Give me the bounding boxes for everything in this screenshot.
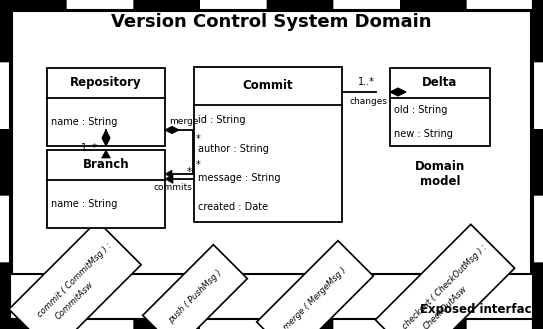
Text: Repository: Repository (70, 76, 142, 89)
Polygon shape (390, 88, 406, 96)
Text: commits: commits (153, 184, 192, 192)
Text: name : String: name : String (51, 199, 117, 209)
Text: *: * (196, 160, 201, 170)
Text: *: * (187, 167, 192, 177)
Text: 1..*: 1..* (81, 143, 98, 153)
Text: commit ( CommitMsg ) :: commit ( CommitMsg ) : (36, 240, 114, 318)
Text: name : String: name : String (51, 117, 117, 127)
Text: author : String: author : String (198, 144, 269, 154)
Text: Branch: Branch (83, 158, 129, 171)
Bar (12, 11, 531, 274)
Polygon shape (165, 175, 173, 183)
Text: new : String: new : String (394, 129, 453, 139)
Text: *: * (196, 134, 201, 144)
Text: Version Control System Domain: Version Control System Domain (111, 13, 432, 31)
Polygon shape (165, 170, 172, 178)
Text: Exposed interface: Exposed interface (420, 302, 540, 316)
Text: 1..*: 1..* (357, 77, 375, 87)
Bar (9, 221, 141, 329)
Text: message : String: message : String (198, 173, 281, 183)
Text: Delta: Delta (422, 76, 458, 89)
Bar (390, 68, 490, 146)
Bar (47, 150, 165, 228)
Text: Domain
model: Domain model (415, 160, 465, 188)
Text: merge ( MergeMsg ): merge ( MergeMsg ) (282, 266, 348, 329)
Polygon shape (102, 130, 110, 146)
Text: changes: changes (350, 97, 388, 107)
Bar (194, 66, 342, 221)
Bar (257, 241, 374, 329)
Text: merge: merge (169, 117, 199, 126)
Text: CommitAsw: CommitAsw (54, 280, 96, 321)
Bar (375, 224, 515, 329)
Polygon shape (165, 126, 179, 134)
Text: created : Date: created : Date (198, 202, 268, 212)
Bar (47, 68, 165, 146)
Text: checkout ( CheckOutMsg ) :: checkout ( CheckOutMsg ) : (401, 242, 489, 329)
Text: push ( PushMsg ): push ( PushMsg ) (167, 268, 224, 325)
Text: CheckOutAsw: CheckOutAsw (421, 284, 469, 329)
Text: old : String: old : String (394, 105, 447, 115)
Text: id : String: id : String (198, 115, 245, 125)
Polygon shape (102, 150, 110, 158)
Bar (143, 245, 247, 329)
Text: Commit: Commit (243, 79, 293, 92)
